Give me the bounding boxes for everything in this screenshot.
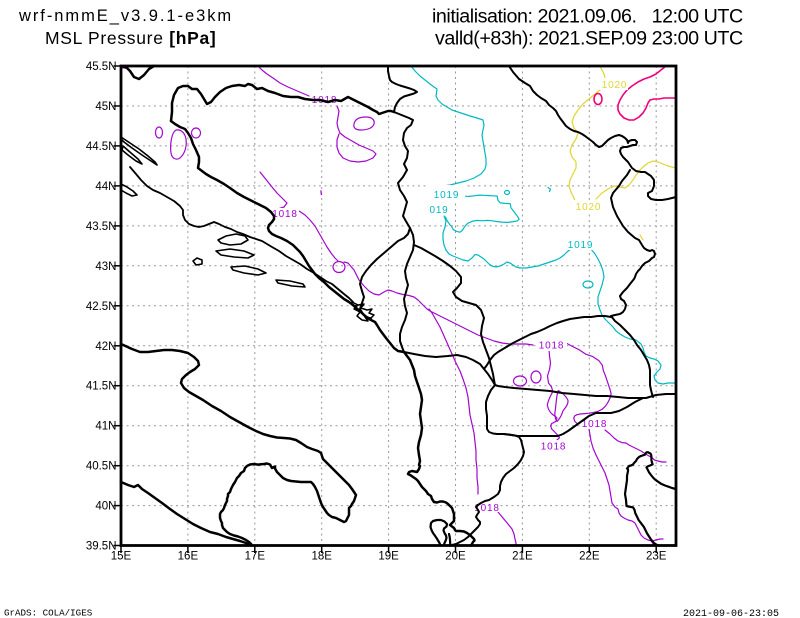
svg-text:GrADS: COLA/IGES: GrADS: COLA/IGES: [4, 608, 93, 618]
svg-text:44.5N: 44.5N: [86, 141, 117, 153]
svg-text:40.5N: 40.5N: [86, 461, 117, 473]
svg-text:initialisation: 2021.09.06.: initialisation: 2021.09.06. 12:00 UTC: [432, 5, 743, 27]
svg-text:1019: 1019: [434, 190, 459, 201]
svg-text:2021-09-06-23:05: 2021-09-06-23:05: [683, 609, 779, 618]
svg-text:19E: 19E: [378, 551, 399, 563]
svg-text:41.5N: 41.5N: [86, 381, 117, 393]
svg-text:15E: 15E: [111, 551, 132, 563]
svg-text:43.5N: 43.5N: [86, 221, 117, 233]
svg-text:1019: 1019: [568, 240, 593, 251]
svg-text:45N: 45N: [95, 101, 116, 113]
svg-text:39.5N: 39.5N: [86, 541, 117, 553]
svg-text:42.5N: 42.5N: [86, 301, 117, 313]
svg-text:019: 019: [429, 205, 448, 216]
svg-text:43N: 43N: [95, 261, 116, 273]
svg-text:42N: 42N: [95, 341, 116, 353]
svg-text:41N: 41N: [95, 421, 116, 433]
svg-text:18E: 18E: [311, 551, 332, 563]
svg-text:16E: 16E: [178, 551, 199, 563]
svg-text:MSL Pressure [hPa]: MSL Pressure [hPa]: [45, 28, 216, 48]
svg-text:1018: 1018: [582, 419, 607, 430]
svg-text:1018: 1018: [272, 209, 297, 220]
svg-text:22E: 22E: [579, 551, 600, 563]
svg-text:21E: 21E: [512, 551, 533, 563]
svg-text:1020: 1020: [576, 202, 601, 213]
svg-text:1018: 1018: [539, 341, 564, 352]
svg-text:44N: 44N: [95, 181, 116, 193]
svg-text:1020: 1020: [602, 80, 627, 91]
svg-text:1018: 1018: [541, 442, 566, 453]
svg-text:40N: 40N: [95, 501, 116, 513]
svg-text:45.5N: 45.5N: [86, 61, 117, 73]
svg-text:1018: 1018: [474, 503, 499, 514]
svg-text:wrf-nmmE_v3.9.1-e3km: wrf-nmmE_v3.9.1-e3km: [18, 7, 233, 25]
svg-text:23E: 23E: [646, 551, 667, 563]
svg-text:valld(+83h): 2021.SEP.09 23:00: valld(+83h): 2021.SEP.09 23:00 UTC: [435, 27, 743, 49]
svg-text:20E: 20E: [445, 551, 466, 563]
svg-text:17E: 17E: [245, 551, 266, 563]
